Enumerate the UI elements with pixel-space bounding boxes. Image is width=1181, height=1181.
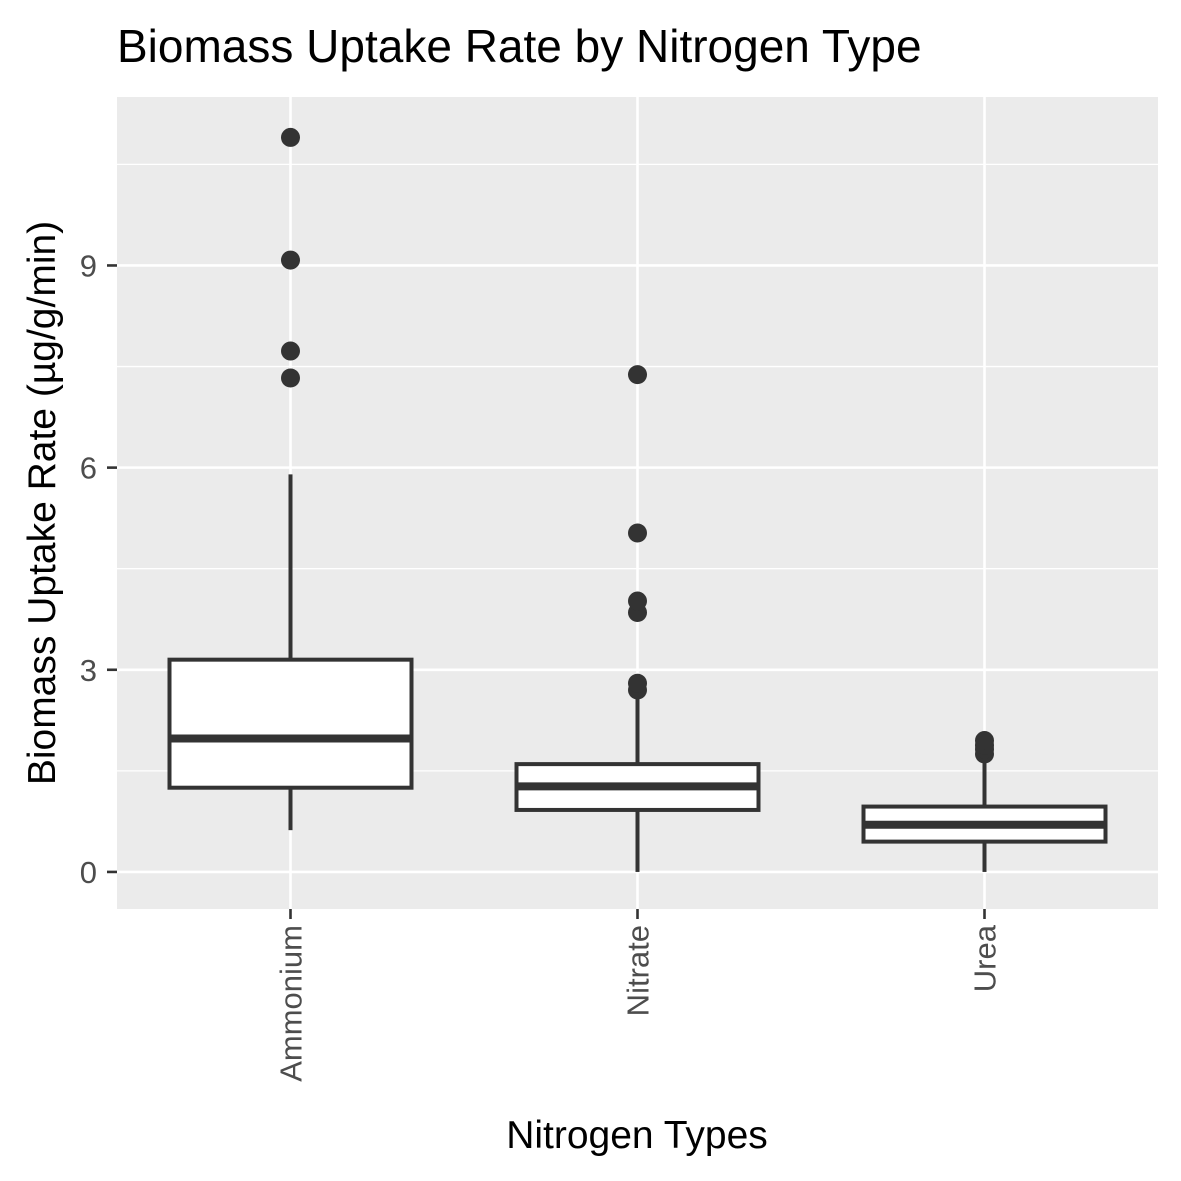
outlier-point xyxy=(281,368,300,388)
x-axis-title: Nitrogen Types xyxy=(506,1114,768,1157)
outlier-point xyxy=(628,523,647,543)
x-tick-label: Urea xyxy=(968,924,1003,992)
y-axis: 0 3 6 9 xyxy=(80,248,117,890)
x-tick-label: Nitrate xyxy=(621,925,656,1016)
box-ammonium xyxy=(167,127,414,831)
outlier-point xyxy=(628,591,647,611)
outlier-point xyxy=(281,127,300,147)
outlier-point xyxy=(628,365,647,385)
outlier-point xyxy=(281,250,300,270)
y-tick-label: 3 xyxy=(80,653,97,688)
outlier-point xyxy=(975,731,994,751)
box-nitrate xyxy=(514,365,761,872)
y-axis-title: Biomass Uptake Rate (µg/g/min) xyxy=(21,221,64,785)
box-urea xyxy=(861,731,1108,872)
y-tick-label: 9 xyxy=(80,248,97,283)
y-tick-label: 6 xyxy=(80,451,97,486)
box-iqr xyxy=(167,657,414,790)
boxplots xyxy=(167,127,1108,872)
outlier-point xyxy=(628,673,647,693)
x-axis: Ammonium Nitrate Urea xyxy=(274,909,1003,1082)
outlier-point xyxy=(281,341,300,361)
x-tick-label: Ammonium xyxy=(274,925,309,1082)
chart-title: Biomass Uptake Rate by Nitrogen Type xyxy=(117,20,922,72)
y-tick-label: 0 xyxy=(80,855,97,890)
